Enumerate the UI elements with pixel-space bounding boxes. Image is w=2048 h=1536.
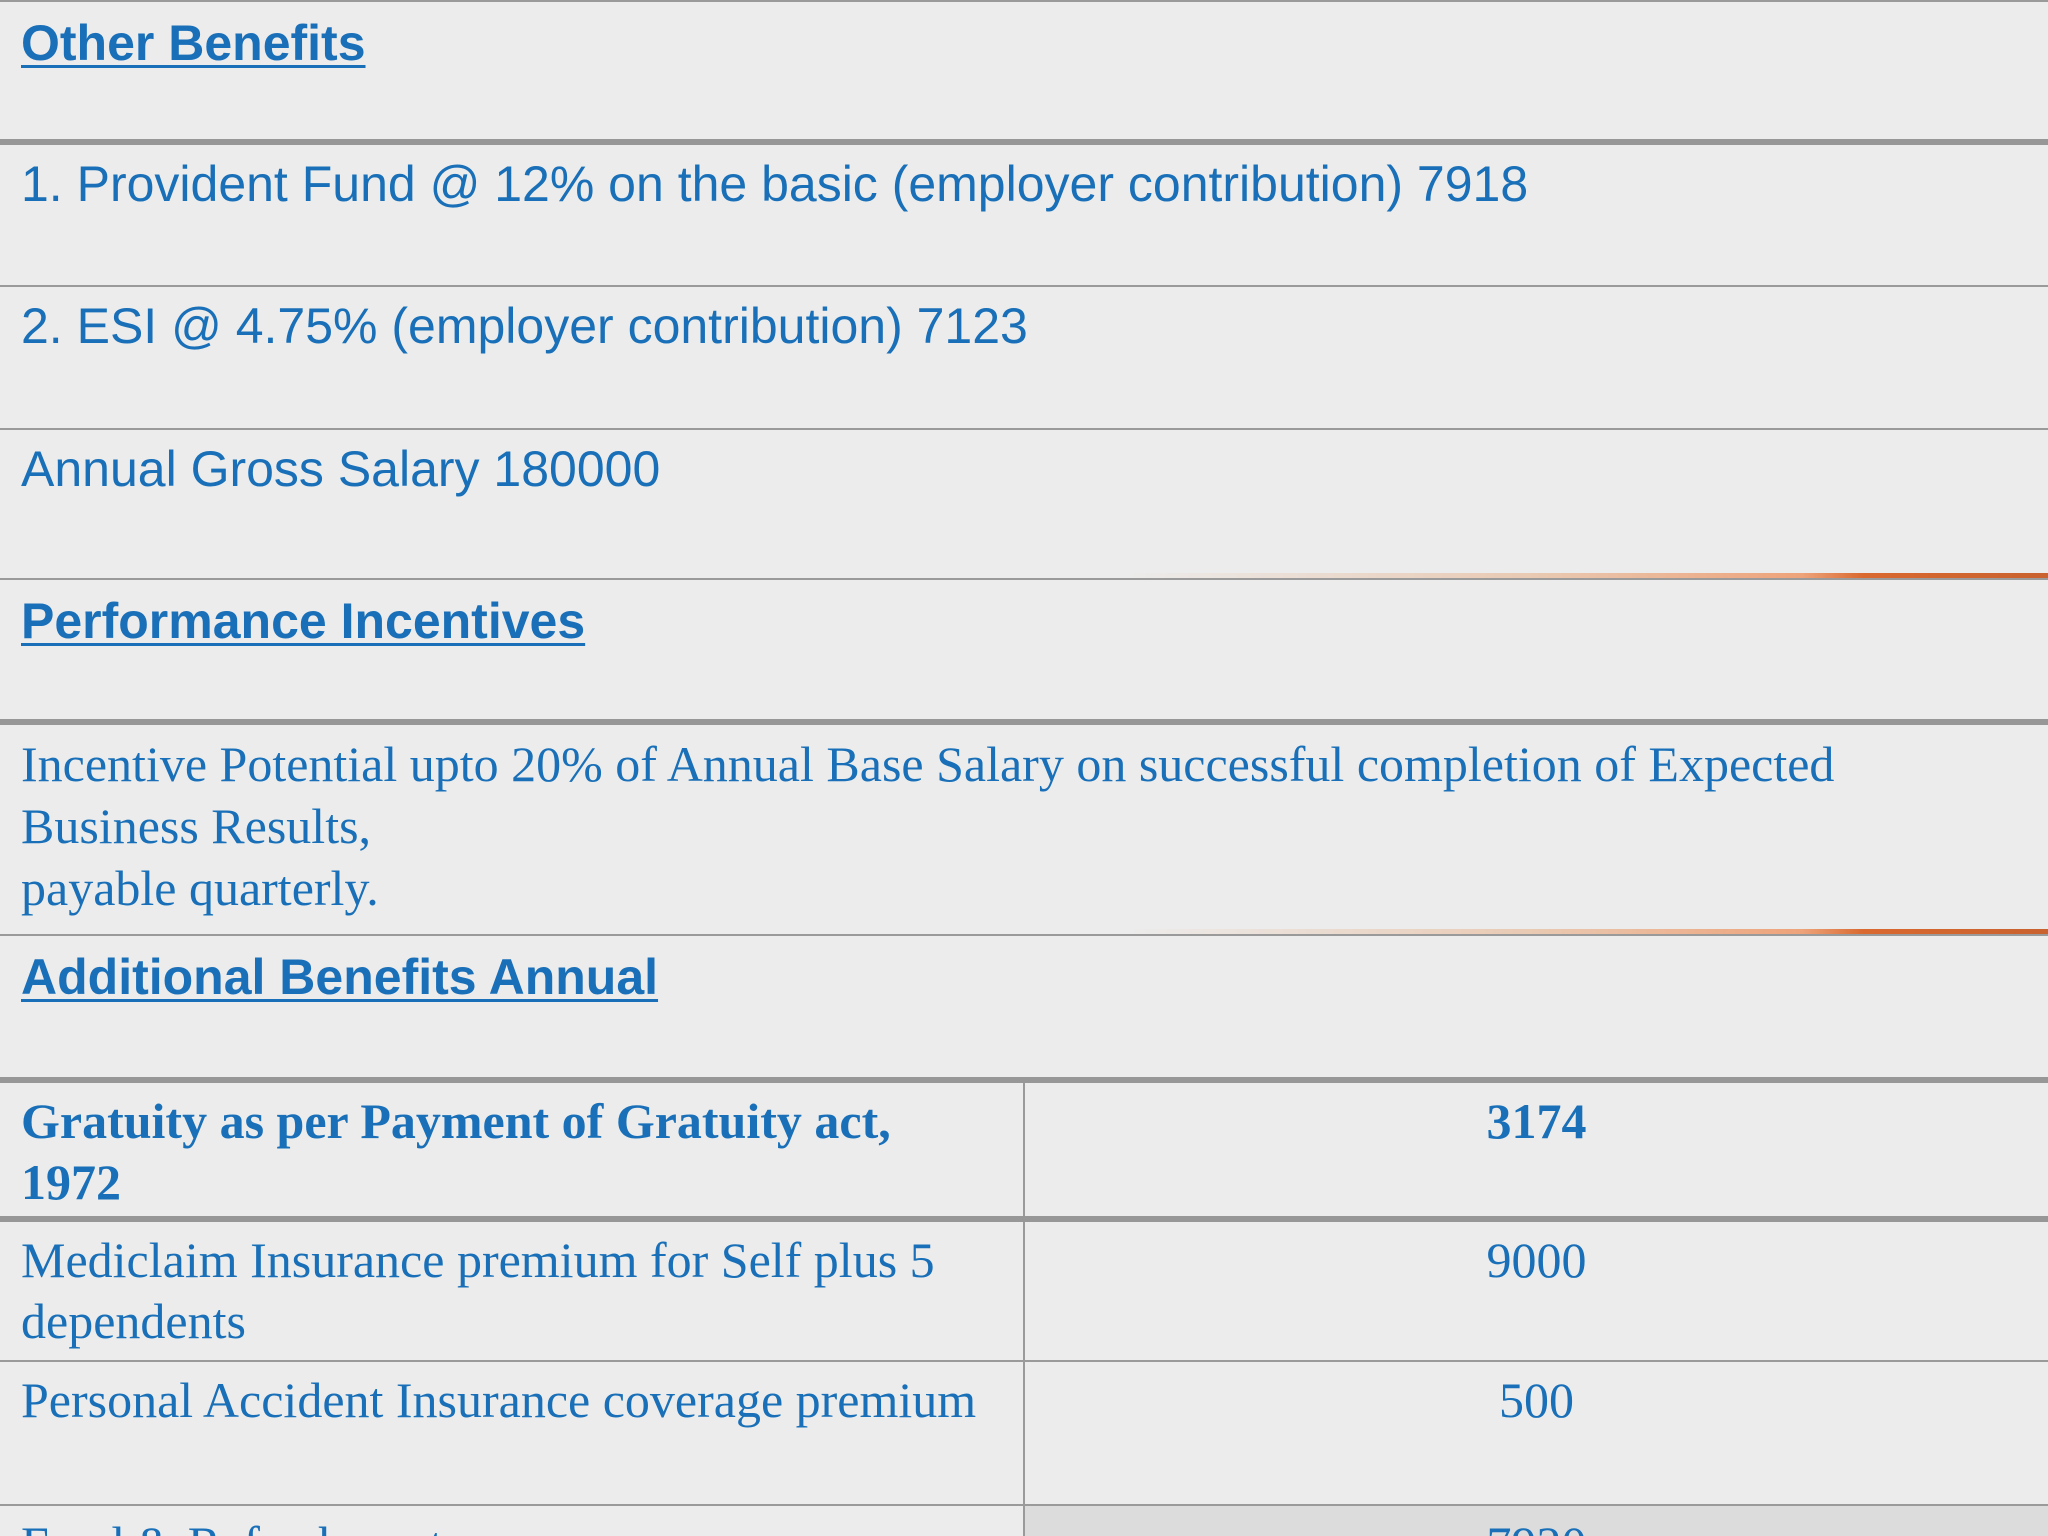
mediclaim-label-line-2: dependents	[21, 1293, 246, 1349]
section-divider	[0, 929, 2048, 934]
food-value-cell	[1025, 1506, 2048, 1536]
annual-gross-text: Annual Gross Salary 180000	[21, 441, 661, 497]
other-benefits-heading-row: Other Benefits	[0, 0, 2048, 144]
additional-benefits-heading: Additional Benefits Annual	[21, 949, 659, 1005]
additional-benefits-heading-row: Additional Benefits Annual	[0, 934, 2048, 1082]
column-divider	[1023, 1362, 1025, 1506]
incentive-text-row: Incentive Potential upto 20% of Annual B…	[0, 719, 2048, 929]
provident-fund-row: 1. Provident Fund @ 12% on the basic (em…	[0, 139, 2048, 287]
food-value: 7920	[1025, 1514, 2048, 1536]
mediclaim-value: 9000	[1486, 1232, 1587, 1288]
personal-accident-value: 500	[1499, 1372, 1574, 1428]
gratuity-label-line-2: 1972	[21, 1154, 121, 1210]
food-label: Food & Refreshment	[21, 1514, 1011, 1536]
gratuity-label-line-1: Gratuity as per Payment of Gratuity act,	[21, 1093, 891, 1149]
other-benefits-heading: Other Benefits	[21, 15, 366, 71]
esi-text: 2. ESI @ 4.75% (employer contribution) 7…	[21, 298, 1028, 354]
column-divider	[1023, 1222, 1025, 1364]
performance-incentives-heading: Performance Incentives	[21, 593, 586, 649]
incentive-text: Incentive Potential upto 20% of Annual B…	[21, 733, 1908, 919]
column-divider	[1023, 1083, 1025, 1221]
column-divider	[1023, 1506, 1025, 1536]
incentive-text-line-2: Business Results,	[21, 798, 372, 854]
mediclaim-row: Mediclaim Insurance premium for Self plu…	[0, 1216, 2048, 1364]
performance-incentives-heading-row: Performance Incentives	[0, 578, 2048, 724]
provident-fund-text: 1. Provident Fund @ 12% on the basic (em…	[21, 156, 1529, 212]
mediclaim-label-line-1: Mediclaim Insurance premium for Self plu…	[21, 1232, 935, 1288]
incentive-text-line-1: Incentive Potential upto 20% of Annual B…	[21, 736, 1835, 792]
annual-gross-row: Annual Gross Salary 180000	[0, 428, 2048, 578]
section-divider	[0, 573, 2048, 578]
incentive-text-line-3: payable quarterly.	[21, 860, 379, 916]
gratuity-label: Gratuity as per Payment of Gratuity act,…	[21, 1091, 1011, 1213]
mediclaim-label: Mediclaim Insurance premium for Self plu…	[21, 1230, 1011, 1352]
personal-accident-label: Personal Accident Insurance coverage pre…	[21, 1372, 977, 1428]
esi-row: 2. ESI @ 4.75% (employer contribution) 7…	[0, 285, 2048, 431]
personal-accident-row: Personal Accident Insurance coverage pre…	[0, 1360, 2048, 1506]
gratuity-value: 3174	[1486, 1093, 1587, 1149]
food-row: Food & Refreshment 7920	[0, 1504, 2048, 1536]
gratuity-row: Gratuity as per Payment of Gratuity act,…	[0, 1077, 2048, 1221]
